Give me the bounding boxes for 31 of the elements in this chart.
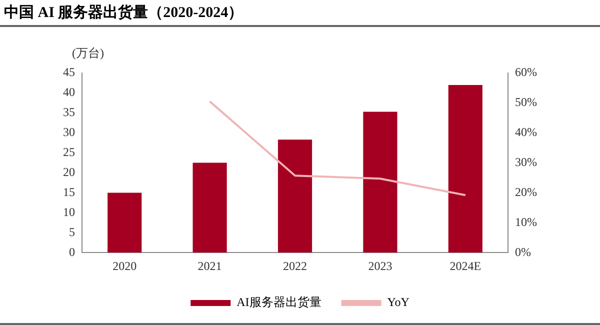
- y-tick-label: 35: [63, 105, 75, 120]
- y-tick-label: 20: [63, 164, 75, 179]
- y2-tick-label: 10%: [515, 214, 538, 229]
- bar: [108, 192, 142, 253]
- x-tick-label: 2024E: [450, 258, 482, 273]
- bar: [363, 112, 398, 253]
- y-tick-label: 45: [63, 65, 75, 80]
- legend-label: YoY: [387, 295, 410, 310]
- y2-tick-label: 40%: [515, 125, 538, 140]
- bar: [448, 84, 482, 253]
- y2-tick-label: 60%: [515, 65, 538, 80]
- bar: [192, 162, 227, 253]
- y-tick-label: 10: [63, 204, 75, 219]
- x-tick-label: 2022: [283, 258, 307, 273]
- x-tick-label: 2023: [368, 258, 392, 273]
- y2-tick-label: 30%: [515, 154, 538, 169]
- y-axis-title: (万台): [72, 45, 104, 62]
- y2-tick-label: 0%: [515, 244, 532, 259]
- bar: [278, 140, 312, 253]
- y-tick-label: 40: [63, 85, 75, 100]
- y2-tick-label: 50%: [515, 95, 538, 110]
- y-tick-label: 0: [69, 244, 75, 259]
- y-tick-label: 5: [69, 224, 75, 239]
- y-tick-label: 30: [63, 125, 75, 140]
- chart-title: 中国 AI 服务器出货量（2020-2024）: [0, 0, 600, 27]
- x-tick-label: 2020: [112, 258, 137, 273]
- y-tick-label: 25: [63, 144, 75, 159]
- y2-tick-label: 20%: [515, 184, 538, 199]
- legend-label: AI服务器出货量: [236, 295, 322, 310]
- x-tick-label: 2021: [198, 258, 222, 273]
- y-tick-label: 15: [63, 184, 75, 199]
